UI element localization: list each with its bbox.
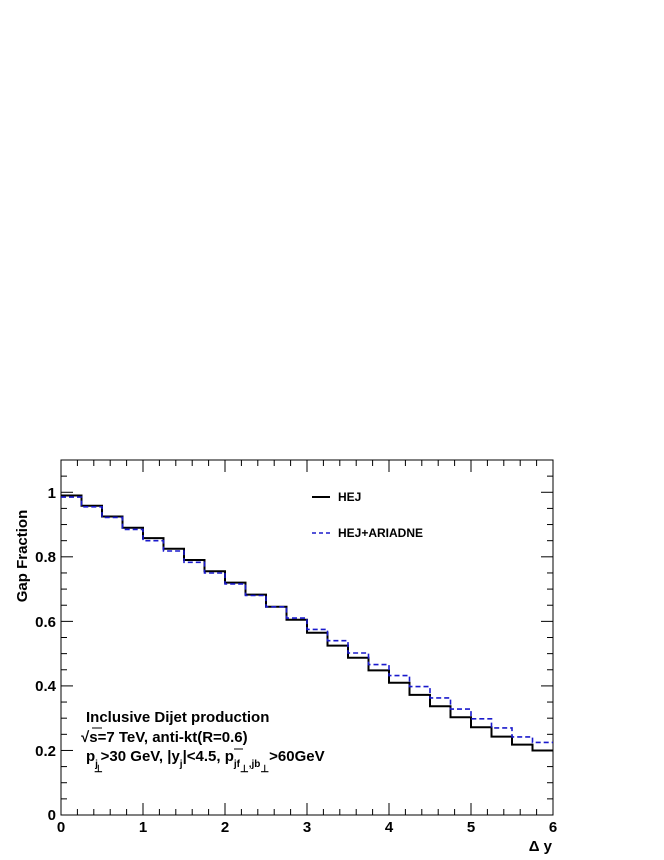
anno-pbar-subsub2: ⊥ <box>260 764 269 775</box>
y-tick-labels: 0 0.2 0.4 0.6 0.8 1 <box>35 485 57 824</box>
anno-p-sub: j <box>94 759 98 770</box>
x-tick-labels: 0 1 2 3 4 5 6 <box>57 819 557 836</box>
annotation-line-1: Inclusive Dijet production <box>86 709 269 726</box>
sqrt-symbol: √ <box>81 729 90 746</box>
anno-lt45: |<4.5, <box>183 748 225 765</box>
y-tick-label: 0.2 <box>35 743 56 760</box>
y-axis-title: Gap Fraction <box>14 510 31 603</box>
x-axis-title: Δ y <box>529 838 553 855</box>
anno-y-sub: j <box>179 759 183 770</box>
anno-pbar: p <box>225 748 234 765</box>
anno-pbar-subsub: ⊥ <box>240 764 249 775</box>
y-tick-label: 1 <box>48 485 56 502</box>
legend-label-hej: HEJ <box>338 490 361 504</box>
axis-ticks <box>60 459 554 816</box>
y-tick-label: 0 <box>48 807 56 824</box>
x-tick-label: 6 <box>549 819 557 836</box>
anno-p-subsub: ⊥ <box>94 764 103 775</box>
x-tick-label: 3 <box>303 819 311 836</box>
x-tick-label: 2 <box>221 819 229 836</box>
x-tick-label: 4 <box>385 819 394 836</box>
legend: HEJ HEJ+ARIADNE <box>312 490 423 540</box>
y-tick-label: 0.6 <box>35 614 56 631</box>
anno-p: p <box>86 748 95 765</box>
y-tick-label: 0.8 <box>35 549 56 566</box>
annotation-line-2: √s=7 TeV, anti-kt(R=0.6) <box>81 729 248 746</box>
legend-label-hej-ariadne: HEJ+ARIADNE <box>338 526 423 540</box>
x-tick-label: 0 <box>57 819 65 836</box>
anno-gt60: >60GeV <box>269 748 324 765</box>
annotation-line-3: pj⊥>30 GeV, |yj|<4.5, pjf⊥,jb⊥>60GeV <box>86 748 325 775</box>
x-tick-label: 5 <box>467 819 475 836</box>
x-tick-label: 1 <box>139 819 147 836</box>
anno-pbar-sub2: ,jb <box>249 759 261 770</box>
annotation-block: Inclusive Dijet production √s=7 TeV, ant… <box>81 709 325 775</box>
anno-gt30: >30 GeV, |y <box>101 748 181 765</box>
annotation-line-2-text: s=7 TeV, anti-kt(R=0.6) <box>89 729 247 746</box>
series-line-hej-ariadne <box>61 496 553 744</box>
y-tick-label: 0.4 <box>35 678 57 695</box>
anno-pbar-sub: jf <box>233 759 241 770</box>
